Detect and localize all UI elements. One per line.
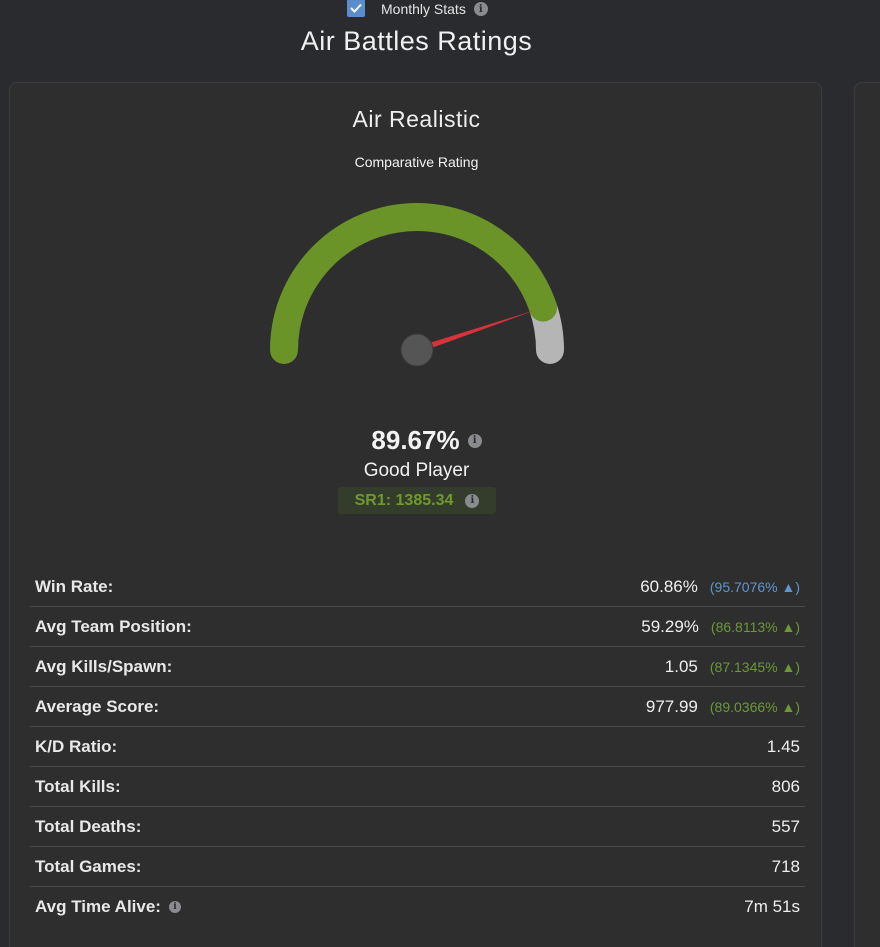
stat-values: 1.05 (87.1345% ▲) [665,657,800,677]
stat-value: 718 [771,856,800,876]
stat-label-text: K/D Ratio: [35,736,118,756]
stat-label: Total Games: [35,857,141,877]
stat-row: Total Games: 718 [30,847,805,887]
checkmark-icon [350,3,362,13]
stat-label: K/D Ratio: [35,737,117,757]
sr-value: SR1: 1385.34 [354,491,454,509]
stat-label-text: Avg Kills/Spawn: [35,656,173,676]
stat-label: Win Rate: [35,577,113,597]
stat-label: Total Kills: [35,777,121,797]
stat-value: 806 [771,776,800,796]
stats-table: Win Rate: 60.86% (95.7076% ▲) Avg Team Posi… [30,567,805,927]
stat-row: K/D Ratio: 1.45 [30,727,805,767]
monthly-stats-toggle[interactable]: Monthly Stats i [347,0,488,18]
stat-label-text: Avg Time Alive: [35,897,161,916]
stat-label: Avg Time Alive: i [35,897,181,917]
stat-values: 557 [772,817,800,837]
stat-label: Total Deaths: [35,817,141,837]
rating-percent-row: 89.67% i [10,425,823,456]
stat-comparison: (95.7076% ▲) [709,578,800,595]
stat-row: Avg Time Alive: i 7m 51s [30,887,805,927]
next-card [854,82,880,947]
stat-value: 1.45 [766,736,800,756]
stat-values: 718 [772,857,800,877]
stat-comparison: (87.1345% ▲) [709,658,800,675]
stat-value: 60.86% [640,576,698,596]
rating-label: Good Player [363,460,470,481]
stat-values: 1.45 [767,737,800,757]
stat-value: 1.05 [664,656,698,676]
card-subtitle: Comparative Rating [354,154,479,170]
stat-value: 557 [771,816,800,836]
stat-comparison: (86.8113% ▲) [710,618,800,635]
info-icon[interactable]: i [467,433,482,448]
stat-row: Average Score: 977.99 (89.0366% ▲) [30,687,805,727]
monthly-stats-label: Monthly Stats [381,1,466,17]
stat-label-text: Win Rate: [35,576,114,596]
card-title: Air Realistic [352,106,481,132]
stat-values: 806 [772,777,800,797]
stat-label: Average Score: [35,697,159,717]
stat-label-text: Avg Team Position: [35,616,192,636]
rating-percent: 89.67% [371,425,460,455]
gauge-needle [416,309,539,353]
stat-row: Avg Team Position: 59.29% (86.8113% ▲) [30,607,805,647]
stat-values: 977.99 (89.0366% ▲) [646,697,800,717]
stat-values: 7m 51s [744,897,800,917]
stat-row: Avg Kills/Spawn: 1.05 (87.1345% ▲) [30,647,805,687]
stat-label: Avg Kills/Spawn: [35,657,172,677]
stat-row: Total Deaths: 557 [30,807,805,847]
rating-gauge [270,203,564,367]
stat-label: Avg Team Position: [35,617,192,637]
info-icon[interactable]: i [465,493,480,508]
stat-value: 59.29% [641,616,699,636]
page-title: Air Battles Ratings [300,26,533,56]
monthly-stats-checkbox[interactable] [347,0,365,17]
stat-row: Total Kills: 806 [30,767,805,807]
air-realistic-card: Air Realistic Comparative Rating 89.67% … [9,82,822,947]
gauge-arc-filled [270,203,558,364]
info-icon[interactable]: i [473,2,488,16]
sr-badge: SR1: 1385.34 i [338,487,496,514]
stat-values: 60.86% (95.7076% ▲) [640,577,800,597]
stat-label-text: Average Score: [35,696,160,716]
stat-label-text: Total Kills: [35,776,121,796]
stat-comparison: (89.0366% ▲) [709,698,800,715]
stat-label-text: Total Games: [35,856,142,876]
stat-value: 977.99 [645,696,698,716]
stat-values: 59.29% (86.8113% ▲) [641,617,800,637]
gauge-hub [400,333,434,367]
info-icon[interactable]: i [168,901,181,913]
stat-value: 7m 51s [744,897,800,916]
stat-label-text: Total Deaths: [35,816,142,836]
stat-row: Win Rate: 60.86% (95.7076% ▲) [30,567,805,607]
